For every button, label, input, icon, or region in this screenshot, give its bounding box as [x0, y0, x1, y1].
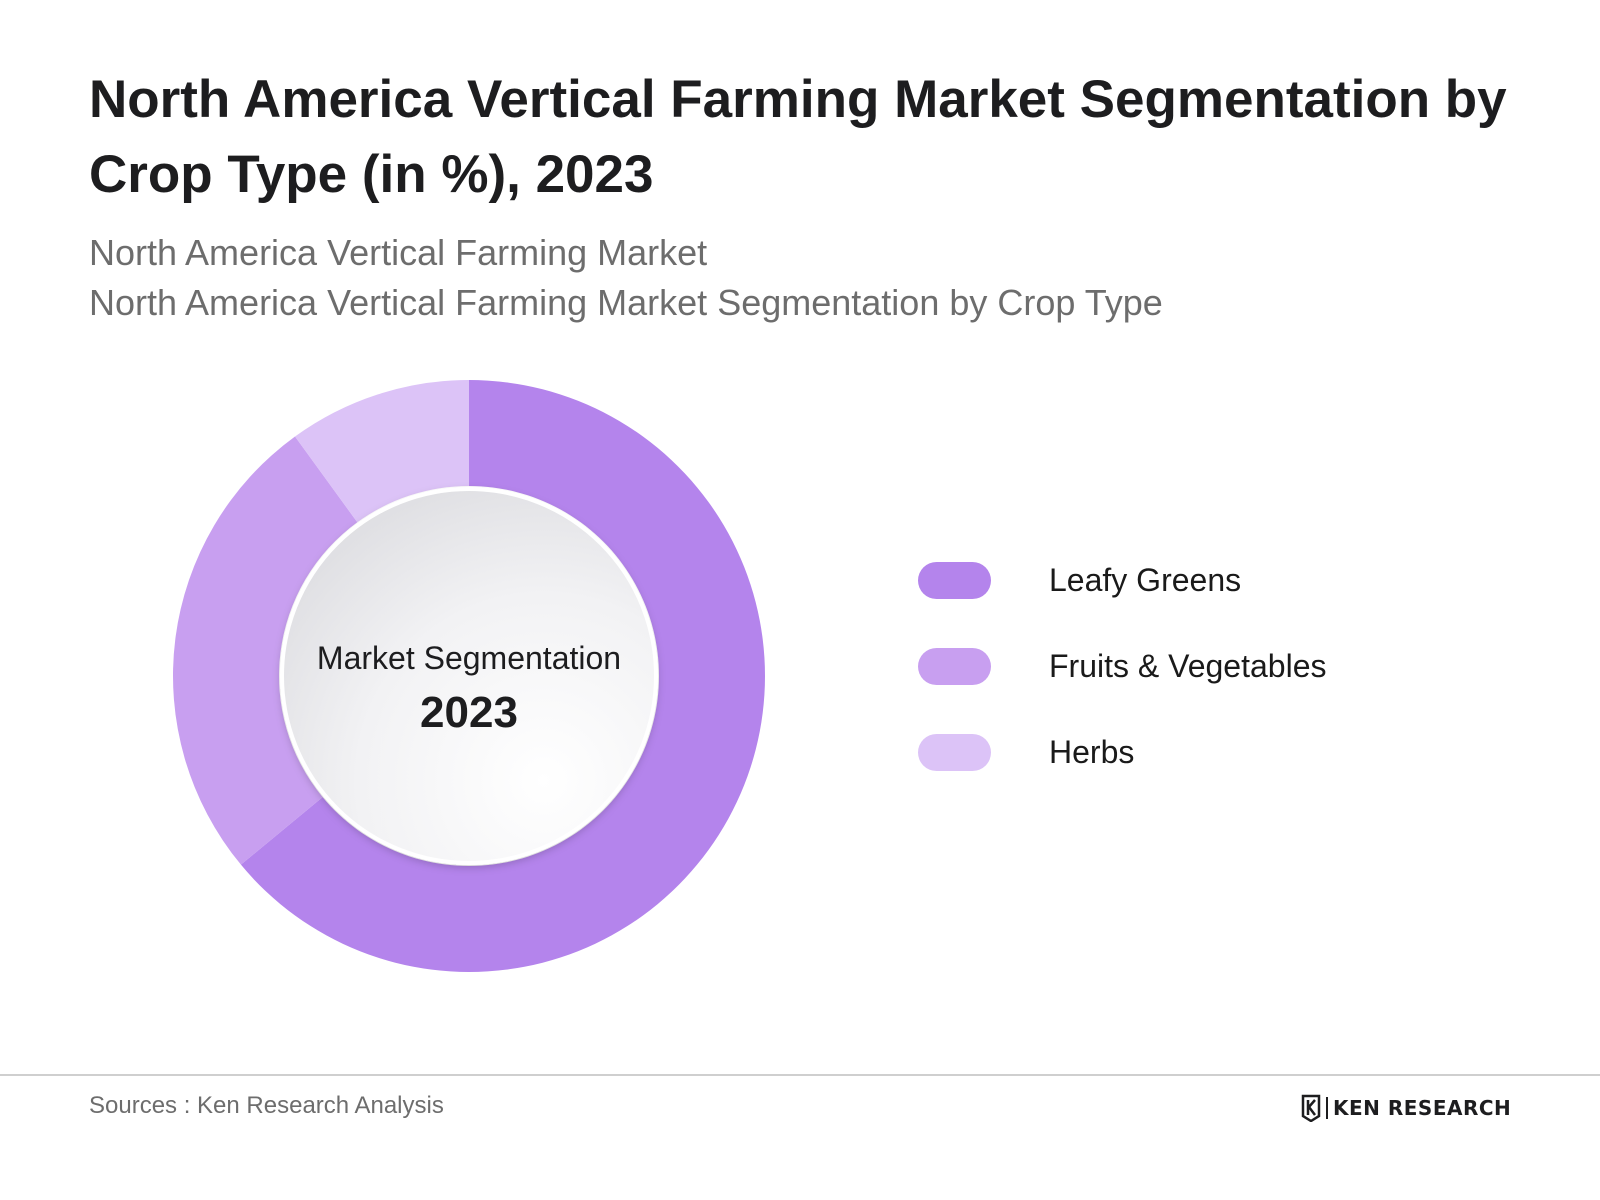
legend-swatch [918, 562, 991, 599]
footer-divider [0, 1074, 1600, 1076]
legend-item-leafy-greens: Leafy Greens [918, 555, 1478, 641]
donut-center-disc [280, 487, 658, 865]
legend-item-herbs: Herbs [918, 727, 1478, 813]
donut-center-label: Market Segmentation [317, 640, 621, 676]
legend-item-fruits-vegetables: Fruits & Vegetables [918, 641, 1478, 727]
donut-slice-herbs [295, 380, 469, 523]
donut-center-year: 2023 [420, 688, 518, 737]
brand-separator [1326, 1097, 1328, 1119]
chart-title: North America Vertical Farming Market Se… [89, 70, 1507, 204]
legend-swatch [918, 734, 991, 771]
donut-chart: Market Segmentation 2023 [173, 380, 765, 972]
legend-label: Fruits & Vegetables [1049, 648, 1327, 684]
brand-mark: KEN RESEARCH [1300, 1092, 1511, 1124]
sources-note: Sources : Ken Research Analysis [89, 1092, 444, 1119]
legend-label: Herbs [1049, 734, 1135, 770]
ken-research-logo-icon [1301, 1094, 1321, 1122]
legend-label: Leafy Greens [1049, 562, 1242, 598]
legend-swatch [918, 648, 991, 685]
donut-slice-fruits-vegetables [173, 436, 358, 865]
chart-subtitle-segmentation: North America Vertical Farming Market Se… [89, 282, 1163, 323]
chart-legend: Leafy Greens Fruits & Vegetables Herbs [918, 555, 1478, 813]
donut-slices [173, 380, 765, 972]
donut-slice-leafy-greens [240, 380, 765, 972]
brand-name: KEN RESEARCH [1333, 1096, 1512, 1120]
chart-subtitle-market: North America Vertical Farming Market [89, 232, 708, 273]
